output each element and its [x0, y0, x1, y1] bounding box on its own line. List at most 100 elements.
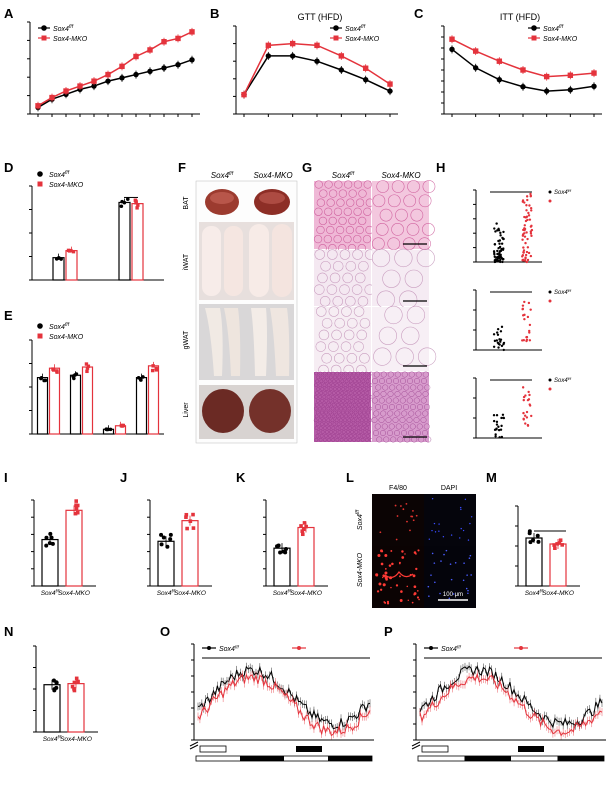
data-point	[175, 62, 181, 68]
histology-cell	[339, 395, 344, 399]
histology-cell	[422, 430, 428, 436]
panel-c-legend-mko-label: Sox4-MKO	[543, 36, 578, 43]
data-point	[35, 103, 41, 109]
panel-b-legend-ctrl-marker	[333, 25, 339, 31]
histology-cell	[359, 353, 370, 364]
histology-cell	[351, 406, 356, 411]
data-dot	[55, 369, 59, 373]
data-dot	[555, 542, 559, 546]
data-dot	[135, 206, 139, 210]
panel-a-legend-mko-label: Sox4-MKO	[53, 36, 88, 43]
data-dot	[54, 680, 59, 685]
histology-cell	[415, 391, 422, 397]
histology-cell	[387, 430, 393, 436]
dapi-signal-ctrl	[462, 529, 465, 532]
histology-cell	[374, 423, 381, 430]
dapi-signal-ctrl	[442, 536, 445, 538]
histology-cell	[319, 422, 324, 427]
histology-cell	[352, 414, 357, 419]
series-line	[197, 665, 371, 730]
histology-cell	[336, 391, 340, 395]
dapi-signal-ctrl	[470, 516, 473, 518]
data-point	[105, 78, 111, 84]
data-point	[91, 78, 97, 84]
histology-cell	[347, 371, 352, 376]
histology-cell	[325, 430, 329, 434]
f480-signal-mko	[390, 550, 393, 552]
histology-cell	[422, 391, 429, 397]
panel-c-axes: Sox4f/f Sox4-MKO	[441, 24, 602, 117]
histology-grid	[313, 180, 437, 443]
histology-cell	[320, 430, 325, 434]
data-dot	[525, 231, 528, 234]
data-dot	[74, 372, 79, 376]
histology-cell	[401, 391, 408, 397]
f480-signal-ctrl	[402, 508, 405, 511]
data-point	[119, 63, 125, 70]
f480-signal-mko	[417, 549, 420, 552]
histology-cell	[379, 208, 393, 222]
histology-cell	[394, 371, 401, 378]
data-dot	[74, 499, 79, 503]
histology-cell	[352, 249, 363, 260]
histology-cell	[399, 397, 406, 404]
data-dot	[59, 257, 63, 261]
histology-cell	[328, 422, 333, 427]
data-dot	[530, 209, 533, 212]
data-dot	[498, 436, 501, 439]
histology-cell	[340, 402, 344, 407]
histology-cell	[355, 418, 360, 423]
histology-cell	[406, 417, 413, 423]
histology-cell	[387, 237, 401, 251]
data-dot	[526, 237, 529, 241]
data-dot	[495, 414, 499, 417]
histology-cell	[345, 296, 356, 307]
histology-cell	[318, 406, 322, 411]
data-dot	[72, 687, 76, 691]
data-dot	[529, 192, 532, 196]
dapi-signal-mko	[440, 560, 442, 562]
data-dot	[499, 330, 503, 333]
histology-cell	[401, 371, 408, 378]
histology-cell	[353, 180, 363, 189]
dapi-signal-ctrl	[469, 522, 471, 525]
histology-cell	[318, 329, 330, 341]
histology-cell	[378, 397, 385, 404]
data-dot	[42, 378, 46, 383]
data-point	[161, 39, 167, 45]
fluo-ctrl-dapi	[424, 494, 476, 546]
histology-cell	[335, 402, 340, 407]
data-dot	[552, 543, 556, 547]
histology-cell	[324, 398, 329, 403]
data-dot	[523, 229, 526, 232]
dapi-signal-mko	[445, 549, 448, 552]
histology-cell	[340, 341, 352, 352]
f480-signal-mko	[399, 575, 401, 578]
histology-cell	[314, 207, 323, 216]
histology-cell	[319, 379, 324, 384]
histology-cell	[349, 410, 354, 415]
histology-cell	[334, 406, 339, 411]
histology-cell	[358, 387, 362, 392]
f480-signal-mko	[400, 590, 403, 593]
histology-cell	[354, 375, 358, 380]
panel-p-dark-segment	[557, 756, 604, 761]
data-dot	[136, 203, 140, 207]
dapi-signal-mko	[462, 579, 465, 582]
histology-cell	[418, 347, 437, 366]
histology-cell	[357, 296, 369, 307]
dapi-signal-mko	[468, 557, 471, 559]
histology-cell	[315, 341, 327, 352]
histology-cell	[371, 417, 378, 423]
data-dot	[522, 395, 526, 399]
panel-f-letter: F	[178, 160, 186, 175]
histology-cell	[375, 384, 382, 391]
data-dot	[553, 546, 557, 550]
histology-cell	[331, 402, 336, 407]
data-dot	[498, 260, 502, 264]
histology-cell	[359, 317, 371, 329]
histology-cell	[336, 198, 345, 207]
histology-cell	[326, 418, 331, 423]
data-dot	[493, 339, 497, 343]
